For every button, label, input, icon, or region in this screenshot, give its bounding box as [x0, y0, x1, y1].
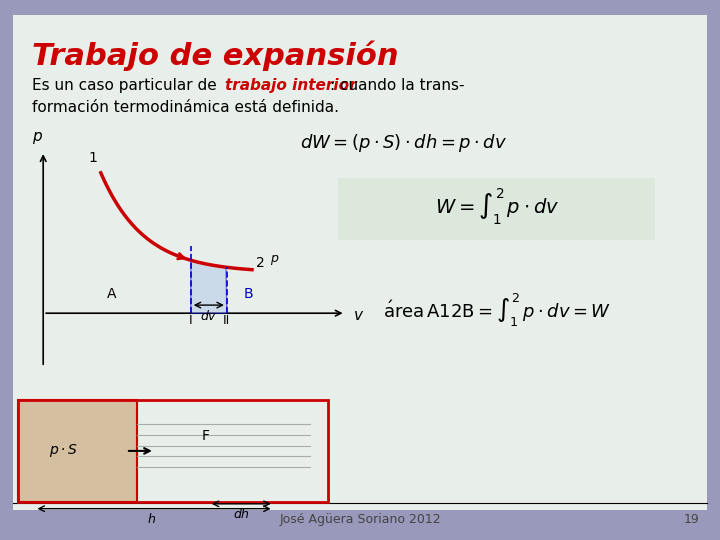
- Text: II: II: [223, 314, 230, 327]
- Bar: [18, 400, 328, 502]
- Text: José Agüera Soriano 2012: José Agüera Soriano 2012: [279, 513, 441, 526]
- Text: I: I: [189, 314, 193, 327]
- Text: trabajo interior: trabajo interior: [225, 78, 357, 93]
- Text: $\mathrm{\acute{a}rea\,A12B} = \int_1^2\, p \cdot dv = W$: $\mathrm{\acute{a}rea\,A12B} = \int_1^2\…: [382, 292, 611, 329]
- Bar: [18, 400, 137, 502]
- Text: 19: 19: [684, 513, 700, 526]
- Text: Es un caso particular de: Es un caso particular de: [32, 78, 222, 93]
- Text: $p \cdot S$: $p \cdot S$: [49, 442, 78, 460]
- Text: 1: 1: [89, 151, 97, 165]
- Text: $W = \int_1^2\, p \cdot dv$: $W = \int_1^2\, p \cdot dv$: [435, 186, 559, 226]
- Text: B: B: [243, 287, 253, 301]
- Text: formación termodinámica está definida.: formación termodinámica está definida.: [32, 100, 339, 115]
- Text: $h$: $h$: [147, 512, 156, 526]
- Text: $v$: $v$: [353, 308, 364, 323]
- Text: $dv$: $dv$: [200, 309, 217, 323]
- Text: 2: 2: [256, 256, 264, 270]
- Text: $p$: $p$: [32, 130, 43, 146]
- Text: $dW = (p \cdot S) \cdot dh = p \cdot dv$: $dW = (p \cdot S) \cdot dh = p \cdot dv$: [300, 132, 507, 154]
- Text: : cuando la trans-: : cuando la trans-: [330, 78, 464, 93]
- Bar: [338, 178, 655, 240]
- Polygon shape: [191, 260, 227, 313]
- Text: $dh$: $dh$: [233, 507, 250, 521]
- Text: A: A: [107, 287, 117, 301]
- Text: F: F: [201, 429, 210, 442]
- Text: Trabajo de expansión: Trabajo de expansión: [32, 40, 399, 71]
- Text: $p$: $p$: [270, 253, 279, 267]
